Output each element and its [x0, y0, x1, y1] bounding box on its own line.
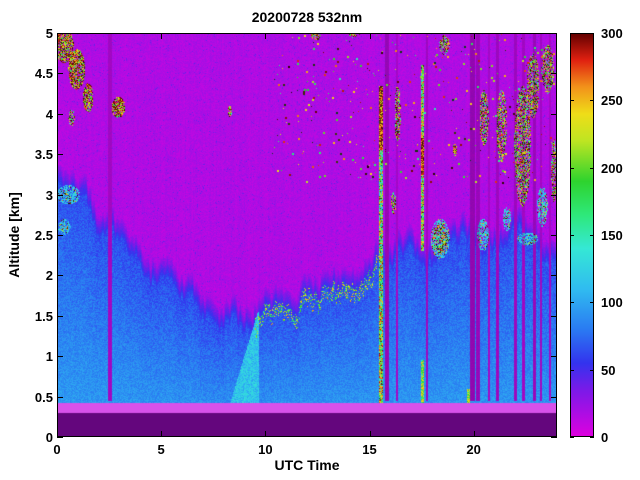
x-tick-mark: [265, 431, 267, 437]
x-axis-label: UTC Time: [274, 457, 340, 473]
y-tick-label: 4.5: [34, 66, 53, 82]
plot-area: [57, 33, 557, 437]
x-tick-mark: [473, 33, 475, 39]
y-tick-label: 0.5: [34, 389, 53, 405]
y-tick-label: 0: [45, 430, 53, 445]
colorbar-tick-mark: [590, 100, 594, 102]
colorbar-tick-mark: [570, 167, 574, 169]
x-tick-label: 10: [258, 442, 273, 457]
y-tick-label: 1.5: [34, 308, 53, 324]
colorbar-tick-mark: [570, 100, 574, 102]
y-tick-mark: [57, 194, 63, 196]
x-tick-label: 20: [466, 442, 481, 457]
colorbar-tick-label: 0: [601, 430, 609, 445]
x-tick-mark: [473, 431, 475, 437]
y-tick-mark: [551, 315, 557, 317]
x-tick-mark: [161, 33, 163, 39]
y-tick-mark: [551, 396, 557, 398]
colorbar-tick-mark: [590, 167, 594, 169]
y-tick-mark: [57, 73, 63, 75]
colorbar-tick-label: 250: [601, 93, 623, 109]
colorbar-tick-mark: [590, 369, 594, 371]
y-tick-label: 2.5: [34, 228, 53, 243]
colorbar-tick-mark: [590, 302, 594, 304]
x-tick-label: 0: [53, 442, 61, 457]
y-tick-mark: [57, 275, 63, 277]
y-tick-label: 5: [45, 26, 53, 41]
colorbar-tick-label: 200: [601, 160, 623, 176]
y-tick-mark: [57, 315, 63, 317]
colorbar-tick-mark: [590, 235, 594, 236]
y-tick-mark: [57, 396, 63, 398]
x-tick-label: 5: [157, 442, 165, 457]
x-tick-mark: [369, 431, 371, 437]
y-tick-mark: [551, 33, 557, 34]
y-tick-mark: [551, 154, 557, 156]
y-tick-mark: [57, 113, 63, 115]
y-tick-label: 3: [45, 187, 53, 203]
y-tick-mark: [57, 33, 63, 34]
colorbar-tick-mark: [570, 302, 574, 304]
y-tick-label: 4: [45, 106, 53, 122]
y-tick-label: 1: [45, 349, 53, 365]
colorbar-tick-label: 150: [601, 228, 623, 243]
heatmap-canvas: [57, 33, 557, 437]
y-tick-mark: [57, 154, 63, 156]
colorbar-tick-mark: [570, 235, 574, 236]
y-tick-mark: [551, 113, 557, 115]
x-tick-label: 15: [362, 442, 377, 457]
y-tick-mark: [57, 356, 63, 358]
x-tick-mark: [161, 431, 163, 437]
y-tick-mark: [551, 356, 557, 358]
y-tick-mark: [551, 235, 557, 236]
x-tick-mark: [265, 33, 267, 39]
y-tick-mark: [57, 235, 63, 236]
colorbar-tick-mark: [570, 369, 574, 371]
colorbar-tick-mark: [570, 437, 574, 438]
y-tick-mark: [551, 194, 557, 196]
y-tick-mark: [551, 275, 557, 277]
colorbar-tick-label: 300: [601, 26, 623, 41]
colorbar-tick-mark: [570, 33, 574, 34]
y-tick-mark: [57, 437, 63, 438]
y-tick-mark: [551, 437, 557, 438]
colorbar-tick-mark: [590, 437, 594, 438]
y-tick-label: 2: [45, 268, 53, 284]
colorbar-tick-label: 50: [601, 362, 616, 378]
y-tick-mark: [551, 73, 557, 75]
colorbar-tick-label: 100: [601, 295, 623, 311]
y-tick-label: 3.5: [34, 147, 53, 163]
colorbar-tick-mark: [590, 33, 594, 34]
figure-title: 20200728 532nm: [251, 9, 363, 25]
x-tick-mark: [369, 33, 371, 39]
